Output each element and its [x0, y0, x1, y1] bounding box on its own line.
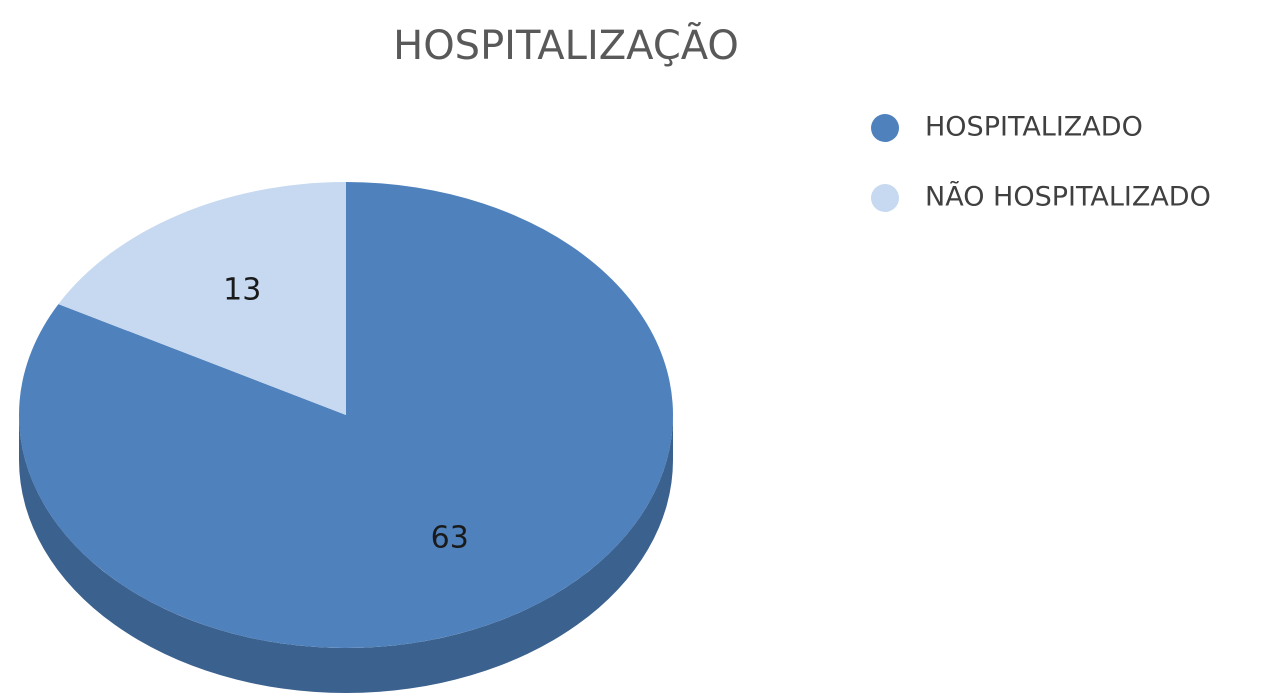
- pie-slice: [18, 182, 673, 648]
- chart-title: HOSPITALIZAÇÃO: [393, 21, 739, 69]
- pie-slice-side: [19, 415, 673, 693]
- data-label: 13: [223, 272, 261, 307]
- legend-label: HOSPITALIZADO: [925, 112, 1143, 143]
- legend-swatch: [871, 184, 899, 212]
- legend-swatch: [871, 114, 899, 142]
- pie-slice: [58, 182, 347, 415]
- legend-label: NÃO HOSPITALIZADO: [925, 181, 1211, 213]
- data-label: 63: [431, 521, 469, 556]
